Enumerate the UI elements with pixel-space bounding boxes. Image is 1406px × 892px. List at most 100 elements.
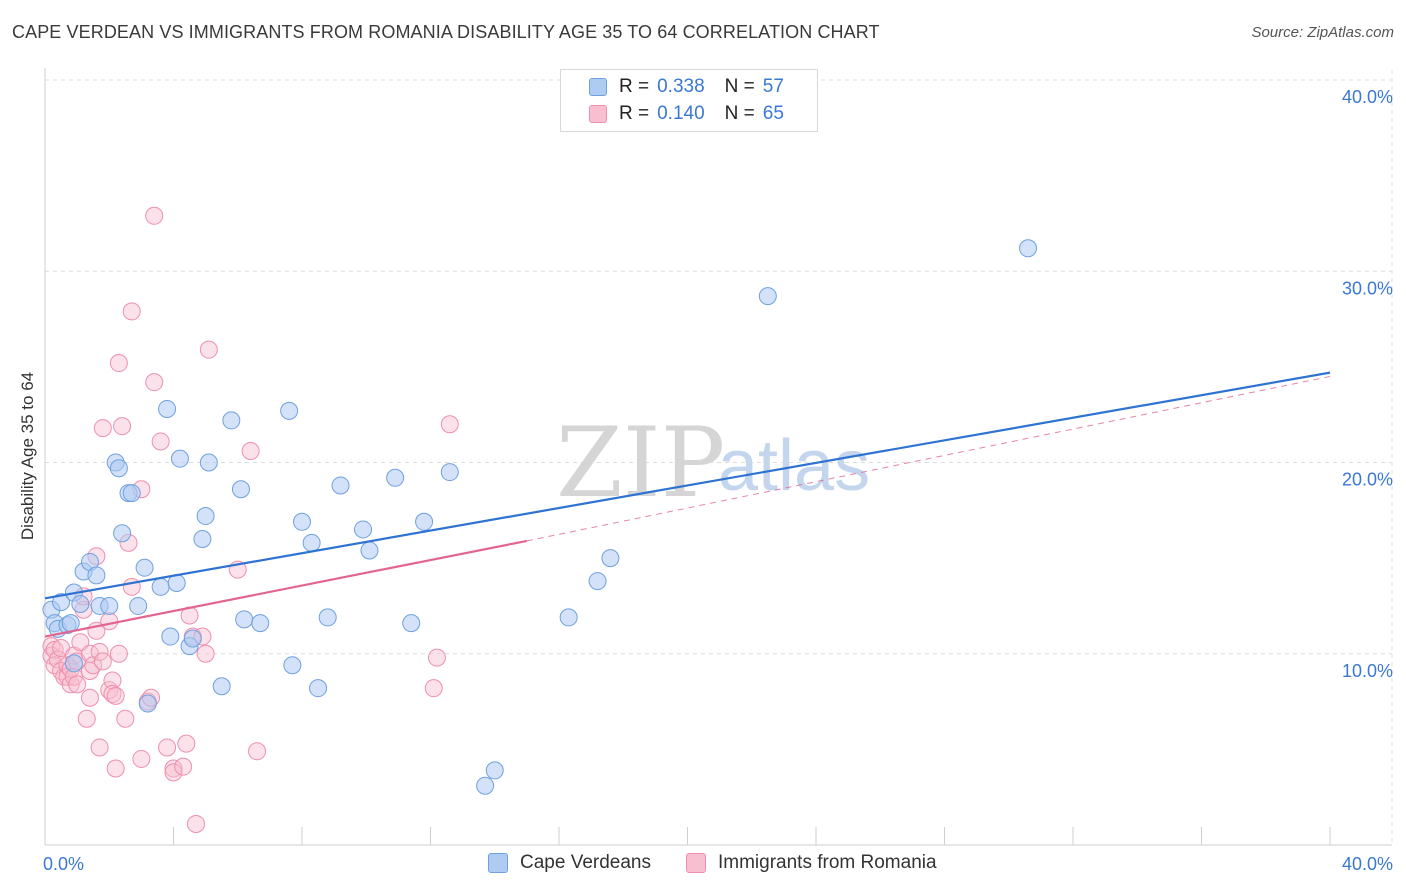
y-axis-label: Disability Age 35 to 64 — [18, 372, 37, 540]
cape-verdean-point — [113, 524, 132, 543]
cape-verdean-point — [193, 530, 212, 548]
cape-verdean-point — [588, 572, 607, 591]
y-tick-label: 40.0% — [1342, 87, 1393, 107]
trend-line-romania — [44, 539, 528, 638]
trend-line-romania-extension — [526, 375, 1331, 542]
cape-verdean-point — [235, 610, 254, 629]
cape-verdean-point — [196, 507, 215, 526]
cape-verdean-point — [138, 694, 157, 713]
romania-point — [174, 757, 193, 776]
cape-verdean-point — [158, 399, 177, 418]
watermark-zip: ZIP — [556, 407, 725, 519]
legend-swatch-pink — [589, 105, 607, 123]
romania-point — [109, 354, 128, 373]
watermark: ZIP atlas — [556, 407, 870, 519]
legend-row-romania: R = 0.140 N = 65 — [589, 103, 784, 125]
cape-verdean-point — [415, 512, 434, 531]
romania-point — [199, 340, 218, 359]
cape-verdean-point — [309, 679, 328, 698]
cape-verdean-point — [559, 608, 578, 627]
trend-lines — [44, 371, 1331, 638]
romania-point — [132, 749, 151, 768]
romania-point — [103, 684, 122, 703]
romania-point — [196, 644, 215, 663]
cape-verdean-point — [109, 459, 128, 478]
tick-labels: 10.0% 20.0% 30.0% 40.0% 0.0% 40.0% — [43, 87, 1393, 874]
x-tick-label: 0.0% — [43, 854, 84, 874]
romania-point — [177, 734, 196, 753]
cape-verdean-point — [222, 411, 241, 430]
romania-point — [186, 814, 205, 833]
y-tick-label: 30.0% — [1342, 278, 1393, 298]
legend-swatch-blue — [488, 853, 508, 873]
cape-verdean-point — [318, 608, 337, 627]
romania-point — [109, 644, 128, 663]
y-tick-label: 10.0% — [1342, 661, 1393, 681]
cape-verdean-point — [386, 468, 405, 487]
cape-verdean-point — [64, 654, 83, 673]
romania-point — [145, 206, 164, 225]
romania-point — [93, 652, 112, 671]
legend-item-romania[interactable]: Immigrants from Romania — [686, 852, 937, 874]
series-legend: Cape Verdeans Immigrants from Romania — [0, 852, 1406, 878]
romania-point — [122, 302, 141, 321]
romania-point — [158, 738, 177, 757]
legend-n-label: N = — [724, 103, 755, 124]
cape-verdean-point — [283, 656, 302, 675]
cape-verdean-point — [199, 453, 218, 472]
romania-point — [427, 648, 446, 667]
cape-verdean-point — [52, 593, 71, 612]
cape-verdean-point — [402, 614, 421, 633]
cape-verdean-point — [758, 287, 777, 306]
legend-item-cape-verdeans[interactable]: Cape Verdeans — [488, 852, 651, 874]
x-tick-label: 40.0% — [1342, 854, 1393, 874]
cape-verdean-point — [331, 476, 350, 495]
trend-line-cape-verdeans — [44, 371, 1331, 600]
romania-point — [241, 442, 260, 461]
romania-point — [77, 709, 96, 728]
romania-point — [103, 671, 122, 690]
series-romania-points — [42, 206, 459, 833]
romania-point — [113, 417, 132, 436]
romania-point — [424, 679, 443, 698]
axes — [44, 68, 1392, 846]
source-credit: Source: ZipAtlas.com — [1251, 24, 1394, 41]
legend-n-value: 57 — [762, 76, 784, 97]
legend-swatch-blue — [589, 78, 607, 96]
romania-point — [90, 738, 109, 757]
cape-verdean-point — [231, 480, 250, 499]
legend-row-cape-verdeans: R = 0.338 N = 57 — [589, 76, 784, 98]
legend-label-cape-verdeans: Cape Verdeans — [520, 852, 651, 873]
romania-point — [90, 642, 109, 661]
romania-point — [45, 640, 64, 659]
cape-verdean-point — [485, 761, 504, 780]
romania-point — [145, 373, 164, 392]
legend-n-value: 65 — [762, 103, 784, 124]
y-tick-label: 20.0% — [1342, 470, 1393, 490]
legend-r-label: R = — [619, 103, 650, 124]
romania-point — [151, 432, 170, 451]
cape-verdean-point — [61, 614, 80, 633]
legend-r-value: 0.338 — [657, 76, 705, 97]
cape-verdean-point — [151, 577, 170, 596]
chart-title: CAPE VERDEAN VS IMMIGRANTS FROM ROMANIA … — [12, 22, 880, 42]
romania-point — [106, 686, 125, 705]
cape-verdean-point — [1019, 239, 1038, 258]
cape-verdean-point — [476, 776, 495, 795]
legend-n-label: N = — [724, 76, 755, 97]
cape-verdean-point — [293, 512, 311, 531]
cape-verdean-point — [280, 401, 299, 420]
correlation-legend: R = 0.338 N = 57 R = 0.140 N = 65 — [560, 69, 818, 132]
cape-verdean-point — [71, 595, 90, 614]
series-cape-verdean-points — [42, 239, 1038, 795]
legend-label-romania: Immigrants from Romania — [718, 852, 937, 873]
cape-verdean-point — [360, 541, 379, 560]
cape-verdean-point — [100, 596, 119, 615]
romania-point — [116, 709, 135, 728]
romania-point — [248, 742, 267, 761]
cape-verdean-point — [183, 629, 202, 648]
gridlines — [45, 70, 1393, 845]
cape-verdean-point — [302, 533, 321, 552]
romania-point — [122, 577, 141, 596]
